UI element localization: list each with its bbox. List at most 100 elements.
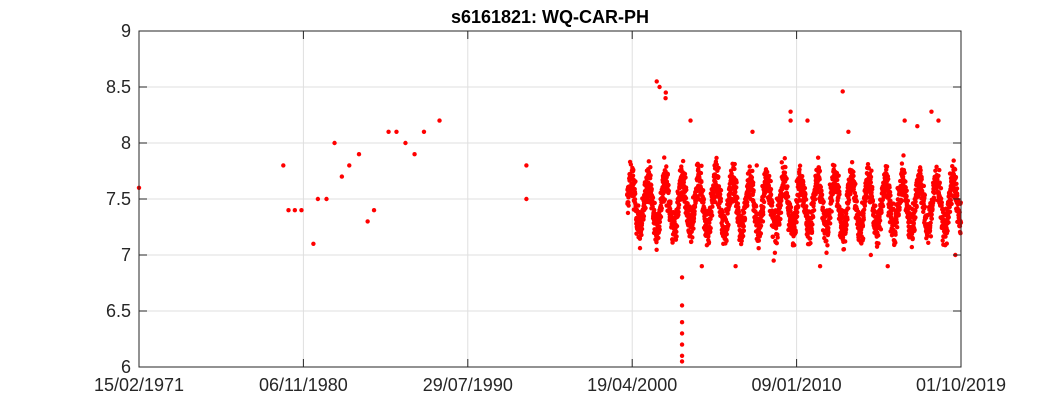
data-point — [745, 199, 750, 205]
data-point — [683, 195, 689, 201]
data-point — [689, 239, 694, 244]
data-point — [954, 186, 960, 191]
data-point — [679, 320, 685, 325]
data-point — [745, 203, 750, 208]
data-point — [718, 188, 724, 193]
y-tick-label: 7.5 — [106, 189, 131, 209]
data-point — [698, 170, 704, 176]
data-point — [690, 235, 695, 240]
data-point — [750, 129, 755, 134]
data-point — [937, 180, 942, 185]
data-point — [700, 188, 706, 193]
data-point — [699, 179, 704, 185]
data-point — [674, 223, 680, 229]
data-point — [930, 206, 935, 212]
data-point — [938, 185, 944, 191]
data-point — [873, 203, 878, 208]
data-point — [699, 163, 704, 168]
data-point — [913, 215, 918, 220]
data-point — [885, 176, 891, 182]
data-point — [782, 156, 787, 161]
data-point — [913, 199, 918, 204]
data-point — [894, 220, 900, 225]
data-point — [739, 238, 744, 244]
data-point — [679, 353, 685, 358]
data-point — [706, 240, 712, 245]
data-point — [717, 192, 723, 197]
data-point — [944, 241, 949, 246]
data-point — [708, 225, 713, 231]
data-point — [901, 153, 906, 158]
data-point — [716, 165, 721, 171]
data-point — [845, 217, 850, 222]
data-point — [922, 192, 928, 198]
data-point — [770, 234, 776, 239]
data-point — [654, 79, 659, 84]
data-point — [692, 204, 698, 210]
y-tick-label: 8.5 — [106, 77, 131, 97]
data-point — [953, 174, 959, 180]
data-point — [783, 164, 788, 170]
data-point — [887, 185, 892, 190]
data-point — [922, 204, 928, 210]
data-point — [756, 246, 761, 251]
data-point — [691, 216, 697, 221]
x-tick-label: 29/07/1990 — [423, 375, 513, 395]
data-point — [702, 206, 707, 211]
data-point — [732, 166, 737, 172]
data-point — [632, 191, 638, 196]
data-point — [903, 179, 908, 184]
data-point — [724, 232, 729, 237]
data-point — [803, 197, 809, 202]
data-point — [412, 152, 417, 157]
data-point — [840, 89, 845, 94]
data-point — [911, 220, 916, 226]
data-point — [347, 163, 352, 168]
data-point — [403, 140, 408, 146]
data-point — [826, 230, 831, 235]
data-point — [648, 164, 653, 170]
data-point — [809, 229, 815, 234]
data-point — [843, 227, 849, 232]
data-point — [625, 210, 631, 216]
data-point — [720, 209, 726, 215]
data-point — [758, 231, 764, 236]
data-point — [829, 198, 835, 204]
data-point — [825, 243, 830, 248]
data-point — [753, 204, 759, 209]
x-tick-labels: 15/02/1971 06/11/1980 29/07/1990 19/04/2000… — [94, 375, 1006, 395]
data-point — [794, 219, 799, 225]
data-point — [749, 175, 755, 180]
data-point — [851, 169, 856, 175]
data-point — [868, 252, 874, 258]
data-point — [725, 211, 730, 216]
data-point — [643, 205, 648, 211]
data-point — [880, 203, 886, 209]
data-point — [676, 209, 681, 215]
data-point — [788, 109, 793, 114]
data-point — [937, 167, 942, 173]
data-point — [769, 203, 775, 208]
y-tick-label: 8 — [121, 133, 131, 153]
data-point — [846, 129, 851, 134]
data-point — [708, 229, 713, 235]
y-tick-label: 6.5 — [106, 301, 131, 321]
data-point — [641, 217, 646, 222]
data-point — [832, 163, 837, 168]
data-points — [136, 79, 964, 364]
chart-title: s6161821: WQ-CAR-PH — [451, 7, 649, 27]
data-point — [861, 211, 866, 216]
y-tick-label: 9 — [121, 21, 131, 41]
data-point — [632, 197, 638, 202]
data-point — [946, 220, 951, 225]
data-point — [782, 170, 788, 175]
data-point — [662, 155, 667, 160]
data-point — [679, 331, 685, 336]
data-point — [657, 84, 662, 90]
data-point — [639, 220, 645, 226]
data-point — [888, 198, 893, 203]
data-point — [939, 200, 945, 205]
data-point — [764, 169, 770, 175]
data-point — [800, 174, 805, 179]
data-point — [827, 221, 833, 226]
